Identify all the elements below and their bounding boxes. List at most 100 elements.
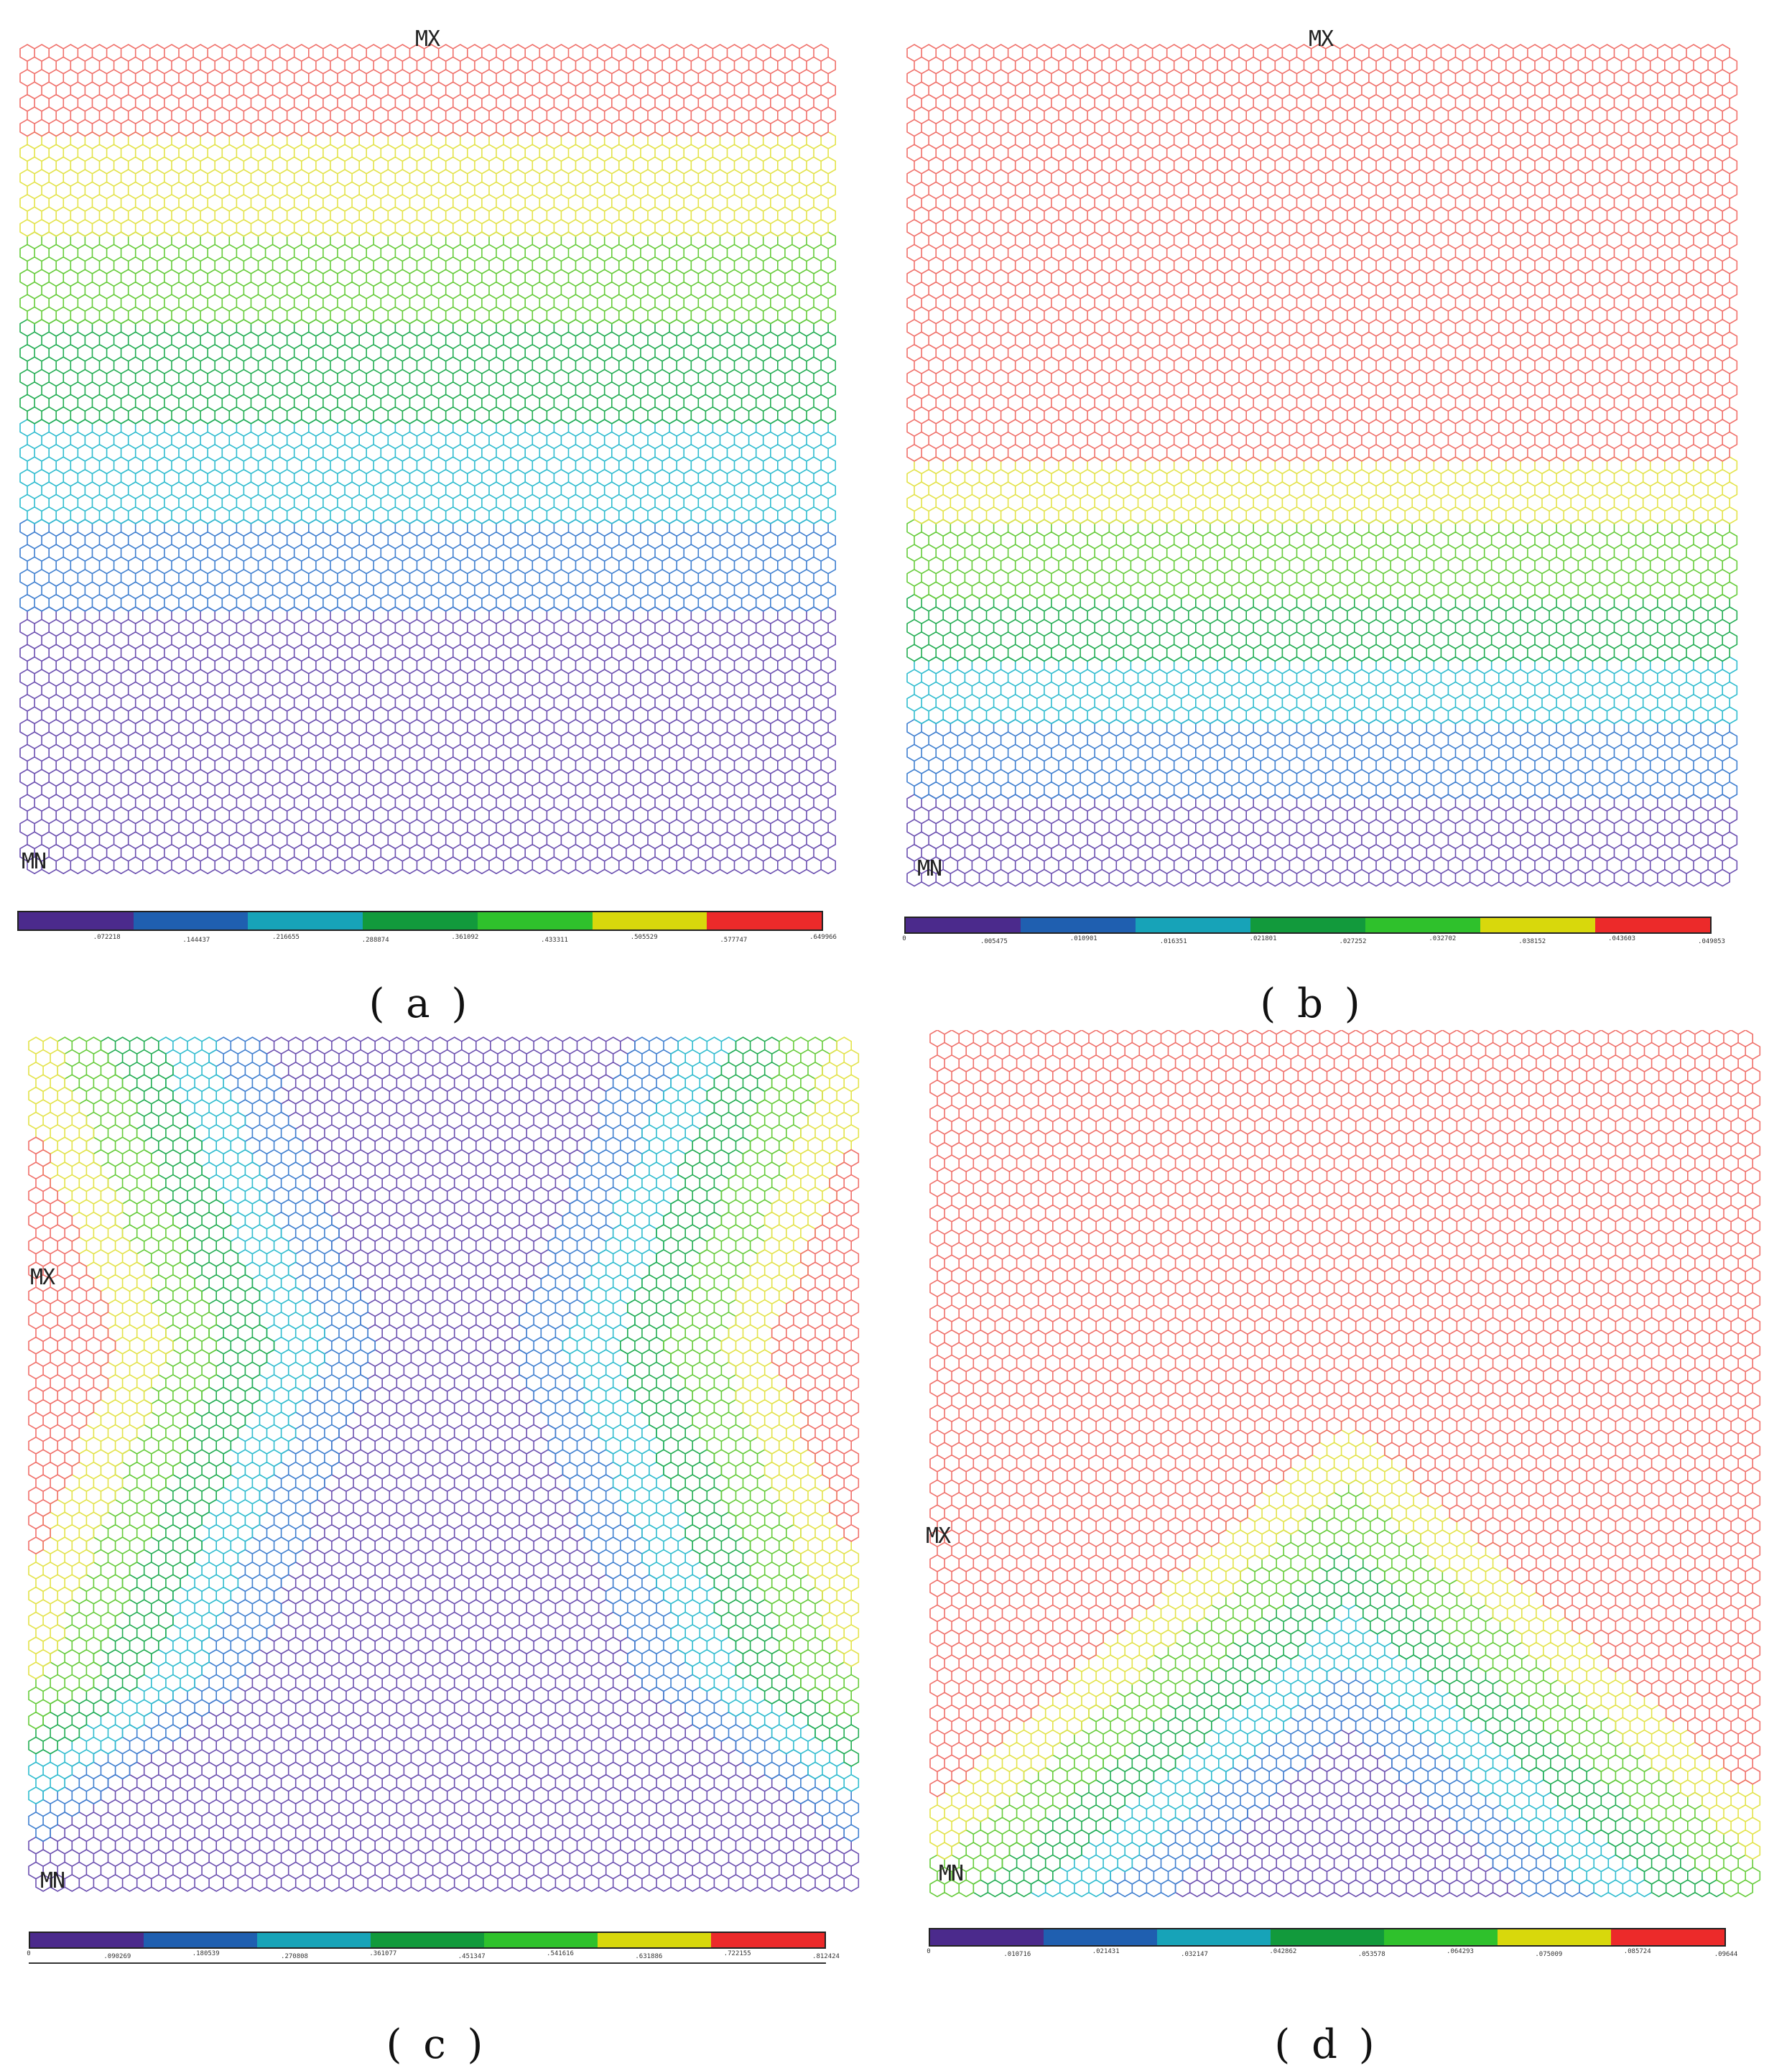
- panel-a: MX MN .072218 .144437 .216655 .288874 .36109…: [0, 0, 896, 1030]
- legend-band: [1365, 918, 1480, 932]
- legend-tick-label: .038152: [1518, 938, 1546, 945]
- caption-a: ( a ): [368, 980, 472, 1027]
- legend-tick-label: .433311: [541, 937, 568, 944]
- hex-cell-group: [906, 593, 1738, 662]
- legend-tick-label: .027252: [1339, 938, 1367, 945]
- legend-tick-label: .216655: [272, 934, 300, 941]
- legend-band: [1021, 918, 1136, 932]
- caption-c: ( c ): [386, 2021, 488, 2068]
- legend-ticks-d: 0 .010716 .021431 .032147 .042862 .053578 .064…: [927, 1948, 1737, 1968]
- legend-tick-label: .541616: [547, 1950, 574, 1957]
- legend-tick-label: .049053: [1698, 938, 1725, 945]
- legend-tick-label: .722155: [723, 1950, 751, 1957]
- legend-tick-label: .090269: [103, 1953, 131, 1960]
- legend-tick-label: .085724: [1623, 1948, 1651, 1955]
- hex-cell-group: [19, 519, 836, 612]
- min-marker-a: MN: [22, 849, 47, 874]
- legend-bar-a: [17, 911, 823, 931]
- legend-tick-label: .043603: [1608, 935, 1636, 942]
- hex-cell-group: [19, 131, 836, 237]
- hex-cell-group: [929, 1416, 1761, 1860]
- legend-band: [1136, 918, 1250, 932]
- legend-tick-label: .021801: [1249, 935, 1277, 942]
- legend-tick-label: .005475: [980, 938, 1008, 945]
- hex-cell-group: [19, 231, 836, 325]
- legend-band: [477, 912, 593, 929]
- legend-ticks-c: 0 .090269 .180539 .270808 .361077 .451347 .541…: [27, 1950, 840, 1970]
- legend-band: [1384, 1929, 1498, 1945]
- legend-band: [371, 1933, 484, 1947]
- legend-tick-label: .505529: [630, 934, 658, 941]
- legend-ticks-a: .072218 .144437 .216655 .288874 .361092 .4333…: [17, 934, 837, 954]
- min-marker-b: MN: [917, 856, 942, 881]
- hex-mesh-d: [929, 1030, 1761, 1898]
- legend-bar-c: [29, 1932, 826, 1949]
- legend-band: [19, 912, 134, 929]
- hex-cell-group: [28, 1136, 860, 1555]
- hex-cell-group: [1030, 1592, 1653, 1898]
- legend-band: [1157, 1929, 1271, 1945]
- legend-tick-label: .270808: [281, 1953, 308, 1960]
- hex-mesh-c: [28, 1037, 860, 1892]
- legend-tick-label: .072218: [93, 934, 121, 941]
- legend-band: [30, 1933, 144, 1947]
- legend-band: [144, 1933, 257, 1947]
- legend-tick-label: 0: [927, 1948, 931, 1955]
- max-marker-a: MX: [415, 27, 440, 52]
- hex-cell-group: [972, 1541, 1724, 1898]
- legend-tick-label: .053578: [1357, 1951, 1385, 1958]
- panel-d: MX MN 0 .010716 .021431 .032147 .042862 .0535…: [896, 1030, 1792, 2068]
- legend-tick-label: .577747: [720, 937, 748, 944]
- legend-tick-label: 0: [902, 935, 906, 942]
- legend-band: [906, 918, 1021, 932]
- legend-tick-label: .812424: [812, 1953, 840, 1960]
- legend-band: [1498, 1929, 1611, 1945]
- legend-band: [1595, 918, 1710, 932]
- legend-tick-label: .361092: [451, 934, 479, 941]
- panel-c: MX MN 0 .090269 .180539 .270808 .361077 .4513…: [0, 1030, 896, 2068]
- legend-tick-label: .649966: [809, 934, 837, 941]
- caption-b: ( b ): [1260, 980, 1365, 1027]
- legend-band: [598, 1933, 711, 1947]
- legend-tick-label: .631886: [635, 1953, 663, 1960]
- legend-band: [363, 912, 478, 929]
- hex-cell-group: [1174, 1717, 1523, 1898]
- hex-mesh-a: [19, 44, 836, 875]
- hex-cell-group: [19, 44, 836, 137]
- legend-band: [484, 1933, 598, 1947]
- legend-tick-label: .064293: [1447, 1948, 1474, 1955]
- caption-d: ( d ): [1274, 2021, 1379, 2068]
- hex-cell-group: [906, 456, 1738, 524]
- max-marker-d: MX: [926, 1524, 951, 1549]
- legend-band: [1611, 1929, 1724, 1945]
- legend-tick-label: .032147: [1181, 1951, 1208, 1958]
- legend-band: [592, 912, 707, 929]
- legend-tick-label: .016351: [1159, 938, 1187, 945]
- max-marker-b: MX: [1309, 27, 1334, 52]
- legend-tick-label: .451347: [458, 1953, 486, 1960]
- min-marker-d: MN: [939, 1861, 964, 1886]
- legend-baseline-c: [29, 1962, 826, 1964]
- hex-cell-group: [19, 419, 836, 524]
- legend-band: [257, 1933, 371, 1947]
- legend-band: [711, 1933, 825, 1947]
- legend-band: [930, 1929, 1044, 1945]
- hex-mesh-b: [906, 44, 1738, 887]
- hex-cell-group: [19, 318, 836, 425]
- legend-tick-label: .021431: [1092, 1948, 1120, 1955]
- legend-bar-d: [929, 1928, 1726, 1947]
- panel-b: MX MN 0 .005475 .010901 .016351 .021801 .0272…: [896, 0, 1792, 1030]
- legend-tick-label: .09644: [1714, 1951, 1738, 1958]
- legend-tick-label: .288874: [361, 937, 389, 944]
- legend-tick-label: .042862: [1269, 1948, 1297, 1955]
- legend-band: [1044, 1929, 1157, 1945]
- legend-tick-label: .180539: [192, 1950, 220, 1957]
- legend-band: [1480, 918, 1595, 932]
- min-marker-c: MN: [40, 1868, 65, 1893]
- legend-tick-label: 0: [27, 1950, 31, 1957]
- legend-tick-label: .361077: [369, 1950, 397, 1957]
- legend-ticks-b: 0 .005475 .010901 .016351 .021801 .027252 .032…: [902, 935, 1725, 955]
- legend-tick-label: .010901: [1069, 935, 1097, 942]
- legend-band: [248, 912, 363, 929]
- hex-cell-group: [28, 1037, 860, 1680]
